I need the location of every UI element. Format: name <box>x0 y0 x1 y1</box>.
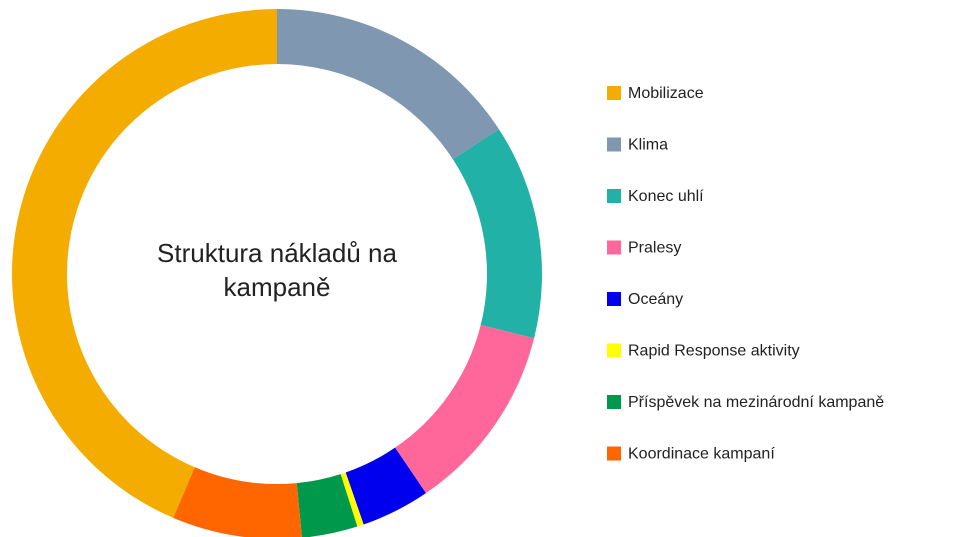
slice <box>277 9 499 160</box>
legend-label: Oceány <box>628 291 683 308</box>
legend-label: Klima <box>628 137 668 154</box>
slice <box>452 129 542 339</box>
legend-swatch <box>607 137 621 152</box>
slice <box>345 447 426 525</box>
legend-label: Konec uhlí <box>628 188 704 205</box>
chart-title: Struktura nákladů na kampaně <box>157 238 397 302</box>
legend-swatch <box>607 446 621 461</box>
legend-swatch <box>607 240 621 255</box>
legend-label: Rapid Response aktivity <box>628 343 800 360</box>
slice <box>395 324 535 494</box>
legend-label: Příspěvek na mezinárodní kampaně <box>628 394 884 411</box>
legend-swatch <box>607 395 621 409</box>
legend-swatch <box>607 292 621 306</box>
legend-swatch <box>607 86 621 100</box>
legend-label: Mobilizace <box>628 85 704 102</box>
legend-swatch <box>607 343 621 358</box>
slice <box>340 472 364 527</box>
slice <box>296 474 358 537</box>
legend-swatch <box>607 189 621 203</box>
slice <box>173 467 302 537</box>
legend-label: Pralesy <box>628 240 681 257</box>
slice <box>11 9 277 518</box>
legend-label: Koordinace kampaní <box>628 446 775 463</box>
